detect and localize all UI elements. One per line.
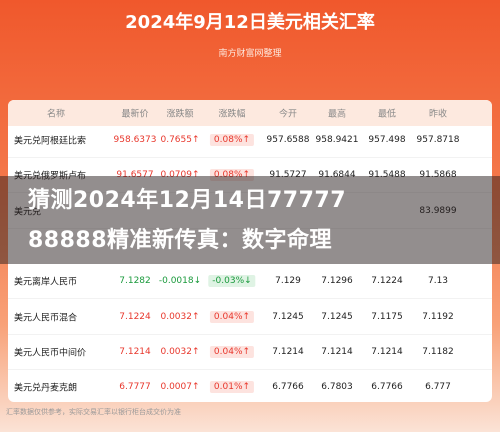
cell-value: 7.129 [275, 276, 301, 287]
cell-value: 0.0709↑ [160, 170, 199, 180]
cell-value: 6.7803 [321, 382, 353, 393]
row-name: 美元人民币混合 [14, 313, 78, 323]
row-divider [8, 368, 492, 370]
column-header: 涨跌幅 [218, 109, 246, 120]
cell-value: 958.6373 [113, 135, 157, 145]
cell-value: 0.04%↑ [209, 345, 255, 358]
cell-value: 7.1245 [321, 311, 353, 322]
cell-value: 91.5727 [269, 170, 306, 180]
title: 2024年9月12日美元相关汇率 [125, 12, 375, 33]
cell-value: 7.1224 [119, 311, 151, 322]
cell-value: -0.03%↓ [208, 275, 256, 288]
subtitle: 南方财富网整理 [218, 49, 282, 59]
cell-value: 0.0007↑ [160, 382, 200, 393]
cell-value: -0.0018↓ [158, 276, 202, 287]
cell-value: 7.1282 [119, 276, 151, 287]
cell-value: 6.777 [425, 382, 451, 393]
cell-value: 91.5488 [368, 170, 405, 180]
column-header: 最低 [377, 109, 397, 120]
column-header: 最高 [327, 109, 347, 120]
column-header: 最新价 [121, 109, 149, 120]
cell-value: 7.1214 [371, 346, 403, 357]
cell-value: 91.6577 [116, 170, 153, 180]
cell-value: 7.1214 [272, 346, 304, 357]
cell-value: 957.498 [368, 135, 406, 145]
cell-value: 91.6844 [318, 170, 355, 180]
row-name: 美元离岸人民币 [14, 277, 78, 288]
row-divider [8, 298, 492, 300]
column-header: 今开 [278, 109, 298, 120]
overlay-band: 猜测2024年12月14日77777 88888精准新传真：数字命理 [0, 176, 500, 264]
cell-value: 91.5868 [419, 170, 456, 180]
cell-value: 0.0032↑ [160, 311, 200, 322]
cell-value: 7.13 [427, 276, 449, 287]
cell-value: 6.7777 [119, 382, 151, 393]
cell-value: 7.1245 [272, 311, 304, 322]
cell-value: 7.1224 [371, 276, 403, 287]
cell-value: 0.0032↑ [160, 346, 200, 357]
cell-value: 0.04%↑ [209, 310, 255, 323]
cell-value: 7.1214 [321, 346, 353, 357]
cell-value: 7.1214 [119, 346, 151, 357]
overlay-text: 猜测2024年12月14日77777 [28, 188, 346, 213]
cell-value: 957.8718 [416, 135, 460, 145]
cell-value: 958.9421 [315, 135, 359, 145]
cell-value: 7.1296 [321, 276, 353, 287]
cell-value: 0.7655↑ [160, 135, 200, 145]
column-header: 名称 [46, 109, 66, 120]
cell-value: 7.1182 [422, 346, 454, 357]
table-header [8, 100, 492, 126]
cell-value: 6.7766 [371, 382, 403, 393]
cell-value: 6.7766 [272, 382, 304, 393]
cell-value: 957.6588 [266, 135, 310, 145]
cell-value: 7.1192 [422, 311, 454, 322]
row-name: 美元兑阿根廷比索 [14, 136, 87, 147]
column-header: 昨收 [428, 109, 448, 120]
overlay-text: 88888精准新传真：数字命理 [28, 228, 333, 253]
cell-value: 0.08%↑ [209, 134, 255, 146]
column-header: 涨跌额 [166, 109, 194, 120]
row-name: 美元人民币中间价 [14, 348, 87, 359]
row-divider [8, 157, 492, 158]
footer: 汇率数据仅供参考，实际交易汇率以银行柜台成交价为准 [6, 408, 181, 416]
cell-value: 0.01%↑ [209, 381, 255, 394]
cell-value: 7.1175 [371, 311, 403, 322]
row-divider [8, 333, 492, 335]
row-name: 美元兑丹麦克朗 [14, 383, 78, 394]
